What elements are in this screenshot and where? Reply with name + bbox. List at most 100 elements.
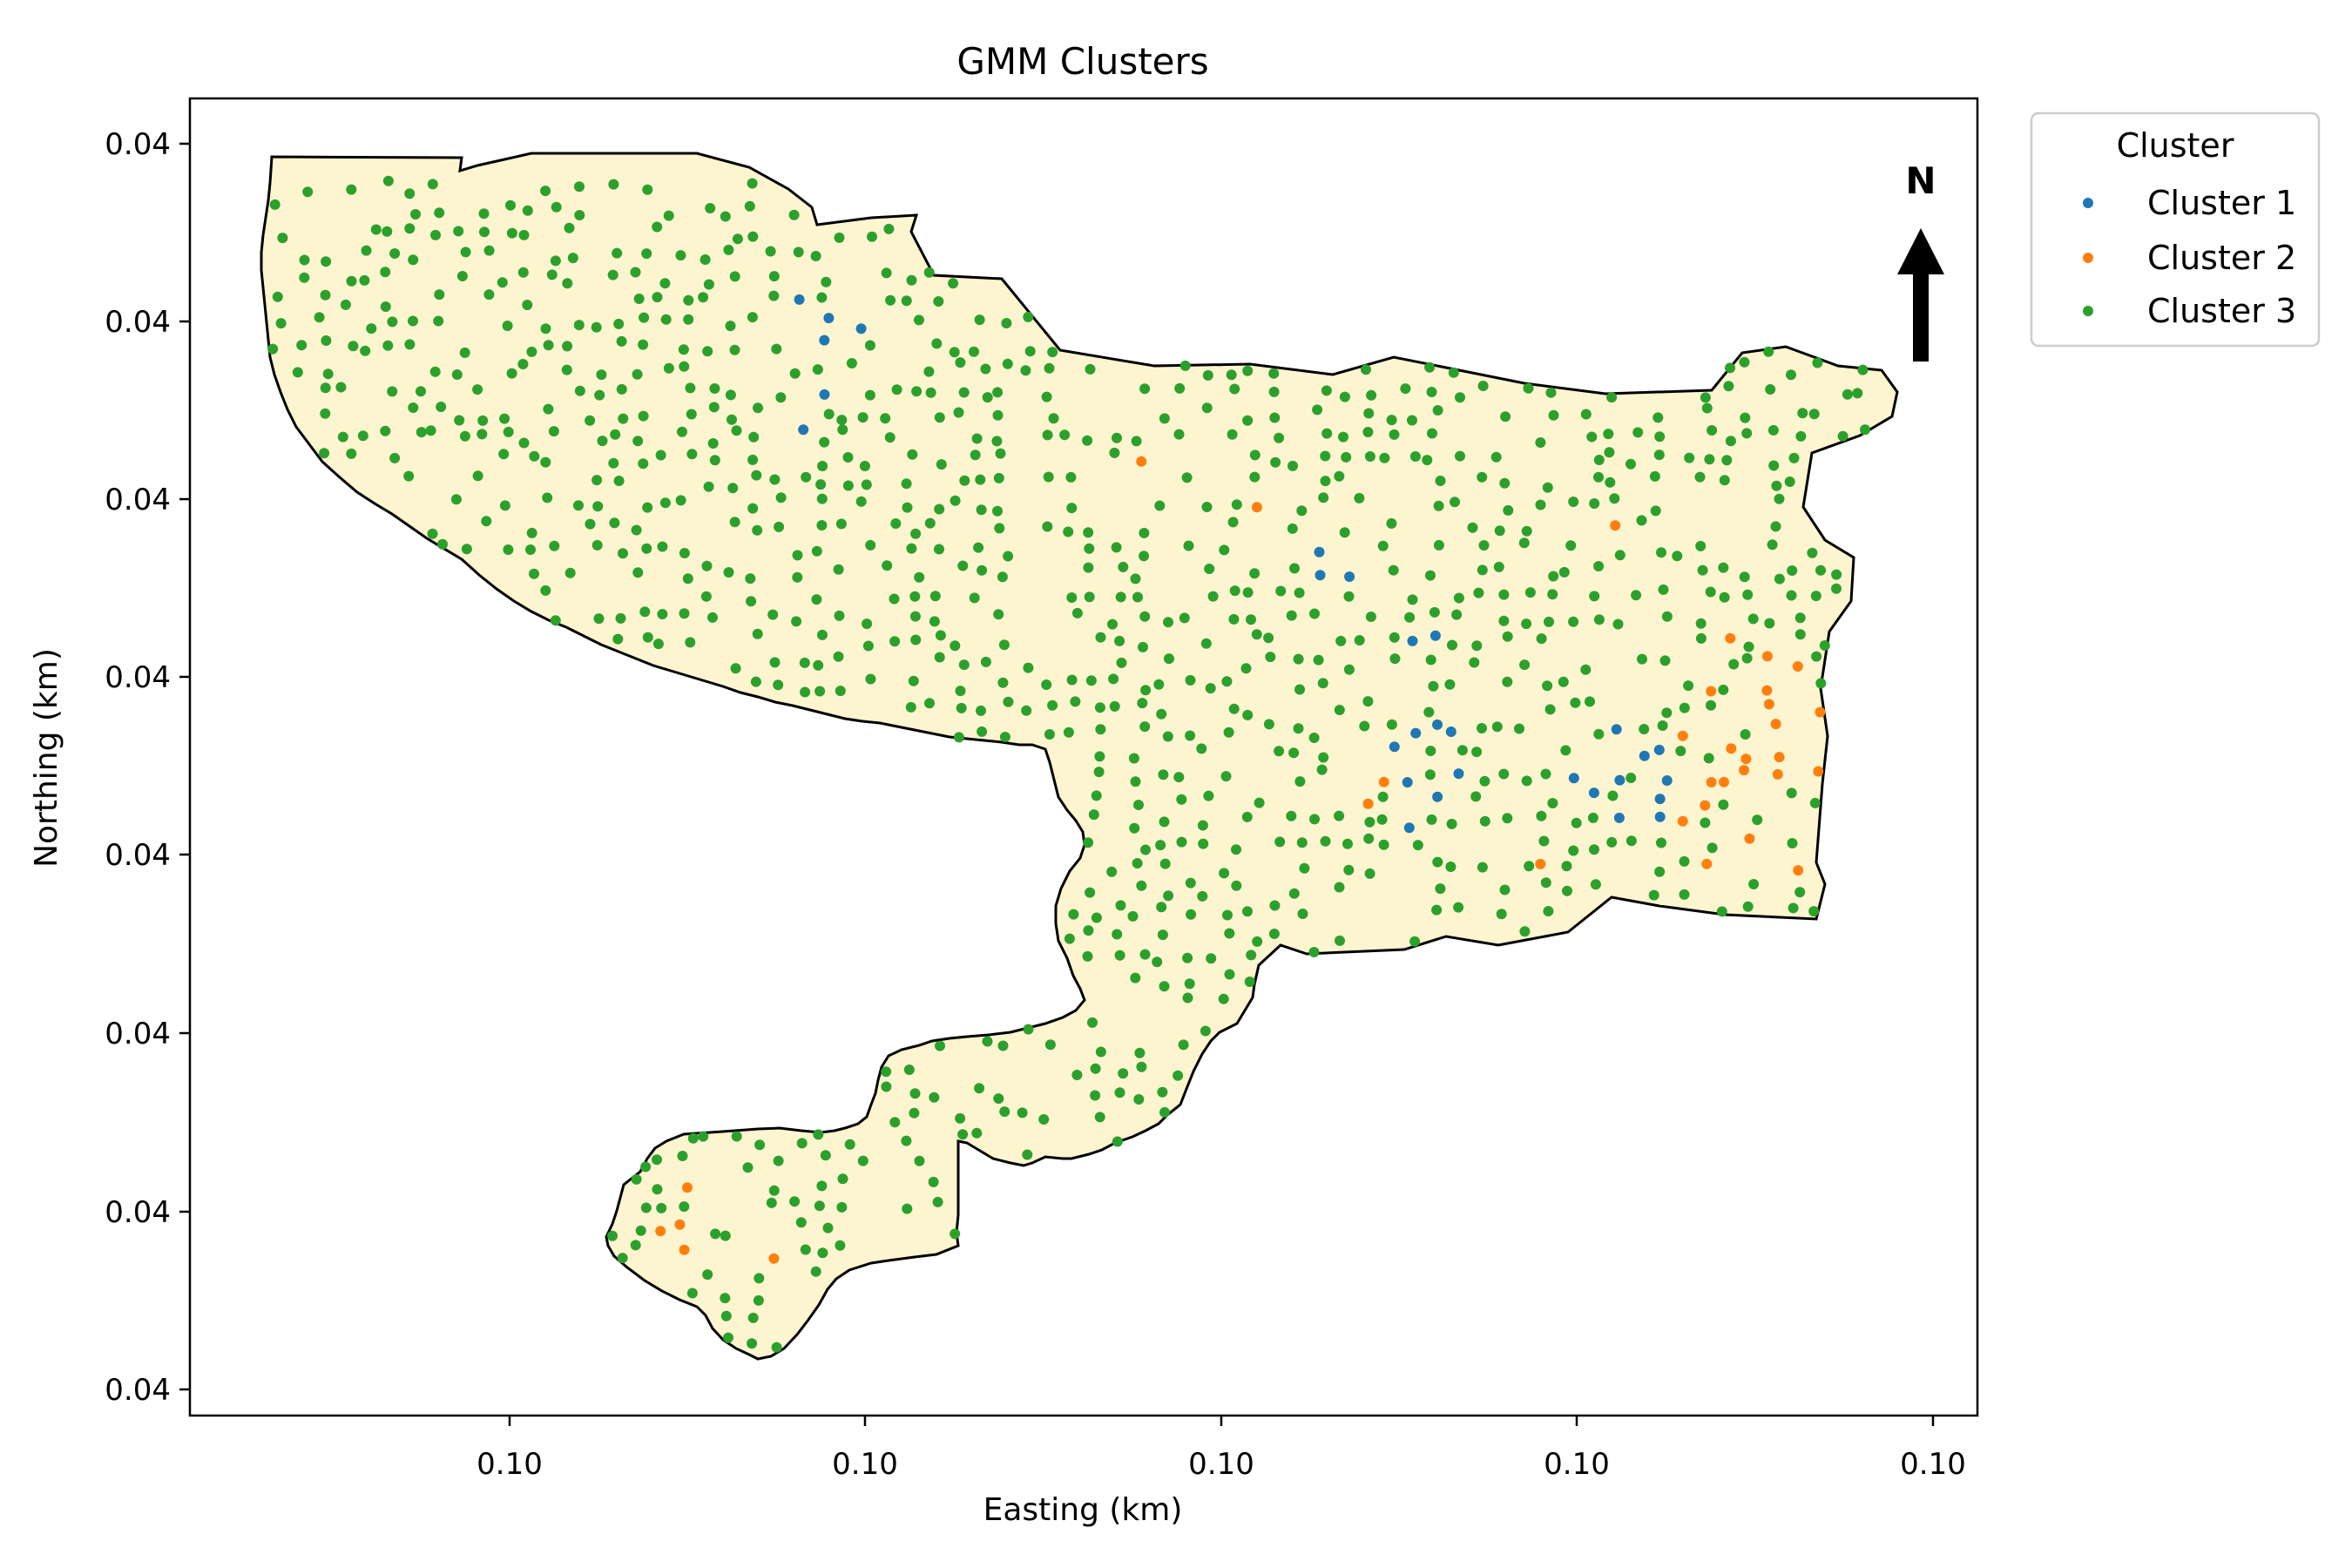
scatter-point [1115, 591, 1126, 603]
scatter-point [1432, 856, 1443, 868]
scatter-point [905, 701, 916, 713]
y-axis-ticks: 0.04 0.04 0.04 0.04 0.04 0.04 0.04 0.04 [105, 127, 190, 1408]
scatter-point [591, 321, 602, 333]
scatter-point [955, 357, 966, 368]
scatter-point [956, 702, 967, 713]
scatter-point [810, 1266, 821, 1277]
scatter-point [617, 1253, 628, 1264]
scatter-point [1739, 356, 1750, 368]
scatter-point [700, 591, 712, 602]
scatter-point [901, 1135, 912, 1146]
scatter-point [1159, 1106, 1170, 1118]
scatter-point [679, 608, 690, 619]
scatter-point [1614, 774, 1625, 786]
scatter-point [1139, 383, 1151, 395]
scatter-point [1771, 480, 1782, 491]
scatter-point [416, 427, 427, 438]
scatter-point [1114, 950, 1125, 961]
scatter-point [357, 430, 368, 442]
scatter-point [1426, 387, 1437, 397]
scatter-point [1677, 815, 1688, 827]
scatter-point [1164, 653, 1174, 665]
scatter-point [834, 610, 845, 621]
scatter-point [657, 541, 668, 552]
scatter-point [1361, 364, 1371, 375]
scatter-point [1467, 522, 1478, 533]
scatter-point [950, 495, 961, 506]
scatter-point [1473, 587, 1484, 598]
scatter-point [750, 676, 761, 687]
scatter-point [1429, 606, 1440, 618]
scatter-point [1477, 471, 1488, 483]
scatter-point [949, 347, 960, 358]
scatter-point [1241, 811, 1253, 822]
scatter-point [1114, 635, 1125, 646]
scatter-point [1656, 547, 1666, 558]
scatter-point [459, 430, 470, 442]
scatter-point [980, 656, 991, 667]
y-tick-label: 0.04 [105, 1373, 171, 1408]
scatter-point [1625, 773, 1637, 783]
scatter-point [674, 1219, 686, 1230]
scatter-point [1605, 476, 1616, 488]
scatter-point [450, 494, 462, 505]
scatter-point [1294, 587, 1305, 598]
scatter-point [522, 300, 533, 310]
scatter-point [1354, 635, 1365, 645]
scatter-point [1003, 696, 1014, 707]
scatter-point [1425, 654, 1436, 666]
scatter-point [997, 1040, 1009, 1051]
scatter-point [1543, 906, 1554, 916]
scatter-point [1794, 612, 1806, 624]
scatter-point [833, 564, 844, 575]
scatter-point [914, 1155, 925, 1166]
scatter-point [1070, 696, 1081, 707]
scatter-point [1426, 814, 1437, 825]
scatter-point [267, 343, 279, 355]
scatter-point [752, 524, 763, 536]
scatter-point [1118, 1068, 1129, 1079]
scatter-point [891, 384, 902, 395]
scatter-point [1020, 365, 1031, 376]
scatter-point [677, 1151, 688, 1161]
scatter-point [955, 686, 966, 697]
scatter-point [1672, 551, 1683, 562]
scatter-point [1163, 890, 1174, 902]
scatter-point [1365, 612, 1376, 622]
scatter-point [1139, 611, 1151, 622]
scatter-point [1362, 696, 1374, 707]
scatter-point [1185, 730, 1196, 741]
scatter-point [506, 368, 517, 379]
scatter-point [801, 471, 812, 483]
scatter-point [387, 316, 398, 328]
scatter-point [483, 245, 495, 256]
scatter-point [1362, 798, 1374, 809]
scatter-point [1590, 879, 1601, 890]
scatter-point [994, 523, 1005, 534]
scatter-point [642, 632, 653, 643]
scatter-point [1661, 707, 1673, 719]
scatter-point [1001, 318, 1012, 328]
scatter-point [864, 389, 875, 401]
scatter-point [969, 592, 980, 604]
scatter-point [548, 426, 559, 437]
scatter-point [1133, 800, 1144, 810]
scatter-point [1586, 431, 1598, 443]
scatter-point [702, 1269, 713, 1281]
scatter-point [517, 267, 529, 278]
scatter-point [505, 199, 516, 211]
scatter-point [1658, 584, 1669, 595]
scatter-point [929, 591, 941, 602]
scatter-point [1183, 540, 1194, 551]
scatter-point [867, 231, 877, 242]
scatter-point [1107, 618, 1118, 630]
scatter-point [1246, 950, 1257, 961]
scatter-point [1536, 633, 1547, 645]
scatter-point [836, 1201, 848, 1213]
scatter-point [796, 1138, 808, 1149]
scatter-point [1739, 571, 1750, 583]
scatter-point [1270, 456, 1281, 468]
scatter-point [744, 200, 755, 212]
scatter-point [1700, 817, 1711, 828]
scatter-point [1315, 570, 1326, 581]
